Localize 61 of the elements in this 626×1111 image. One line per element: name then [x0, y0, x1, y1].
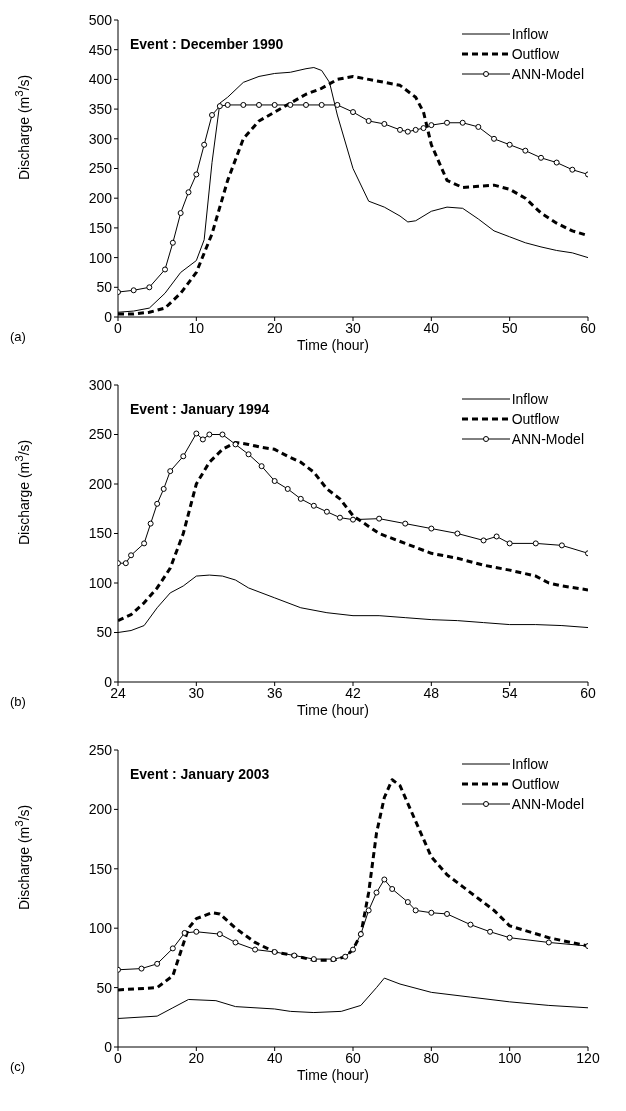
y-tick-label: 300 [88, 376, 113, 393]
x-tick-label: 80 [423, 1049, 440, 1066]
x-tick-label: 100 [497, 1049, 522, 1066]
y-tick-label: 450 [88, 41, 113, 58]
y-tick-label: 300 [88, 130, 113, 147]
legend-label: Inflow [511, 390, 549, 409]
text: (a) [10, 329, 26, 344]
text: (c) [10, 1059, 26, 1074]
x-tick-label: 120 [576, 1049, 600, 1066]
x-tick-label: 36 [266, 684, 283, 701]
x-tick-label: 24 [110, 684, 126, 701]
legend-label: Inflow [511, 755, 549, 774]
x-tick-label: 20 [188, 1049, 205, 1066]
legend-label: ANN-Model [511, 65, 584, 84]
y-tick-label: 250 [88, 741, 113, 758]
y-tick-label: 250 [88, 160, 113, 177]
x-axis-title: Time (hour) [297, 702, 369, 718]
x-axis-title: Time (hour) [297, 337, 369, 353]
legend-label: ANN-Model [511, 430, 584, 449]
y-tick-label: 100 [88, 249, 113, 266]
y-tick-label: 150 [88, 525, 113, 542]
text: (b) [10, 694, 26, 709]
y-tick-label: 0 [104, 673, 113, 690]
legend-label: Inflow [511, 25, 549, 44]
y-tick-label: 400 [88, 71, 113, 88]
y-tick-label: 200 [88, 475, 113, 492]
y-tick-label: 0 [104, 1038, 113, 1055]
y-tick-label: 150 [88, 860, 113, 877]
legend-label: ANN-Model [511, 795, 584, 814]
y-tick-label: 100 [88, 574, 113, 591]
x-tick-label: 42 [345, 684, 361, 701]
y-tick-label: 200 [88, 190, 113, 207]
y-tick-label: 50 [96, 624, 113, 641]
x-tick-label: 30 [345, 319, 361, 336]
legend-label: Outflow [511, 45, 560, 64]
x-tick-label: 54 [501, 684, 518, 701]
x-axis-title: Time (hour) [297, 1067, 369, 1083]
x-tick-label: 30 [188, 684, 205, 701]
x-tick-label: 10 [188, 319, 205, 336]
x-tick-label: 40 [266, 1049, 283, 1066]
y-tick-label: 200 [88, 801, 113, 818]
text: Event : January 1994 [130, 401, 270, 417]
text: Event : January 2003 [130, 766, 270, 782]
y-tick-label: 250 [88, 426, 113, 443]
x-tick-label: 48 [423, 684, 440, 701]
x-tick-label: 60 [580, 319, 596, 336]
y-tick-label: 350 [88, 101, 113, 118]
y-tick-label: 50 [96, 979, 113, 996]
x-tick-label: 60 [580, 684, 596, 701]
y-tick-label: 50 [96, 279, 113, 296]
y-tick-label: 150 [88, 219, 113, 236]
legend-label: Outflow [511, 775, 560, 794]
y-tick-label: 100 [88, 920, 113, 937]
x-tick-label: 50 [501, 319, 518, 336]
y-tick-label: 500 [88, 11, 113, 28]
x-tick-label: 40 [423, 319, 440, 336]
x-tick-label: 60 [345, 1049, 361, 1066]
text: Event : December 1990 [130, 36, 284, 52]
x-tick-label: 20 [266, 319, 283, 336]
legend-label: Outflow [511, 410, 560, 429]
y-tick-label: 0 [104, 308, 113, 325]
